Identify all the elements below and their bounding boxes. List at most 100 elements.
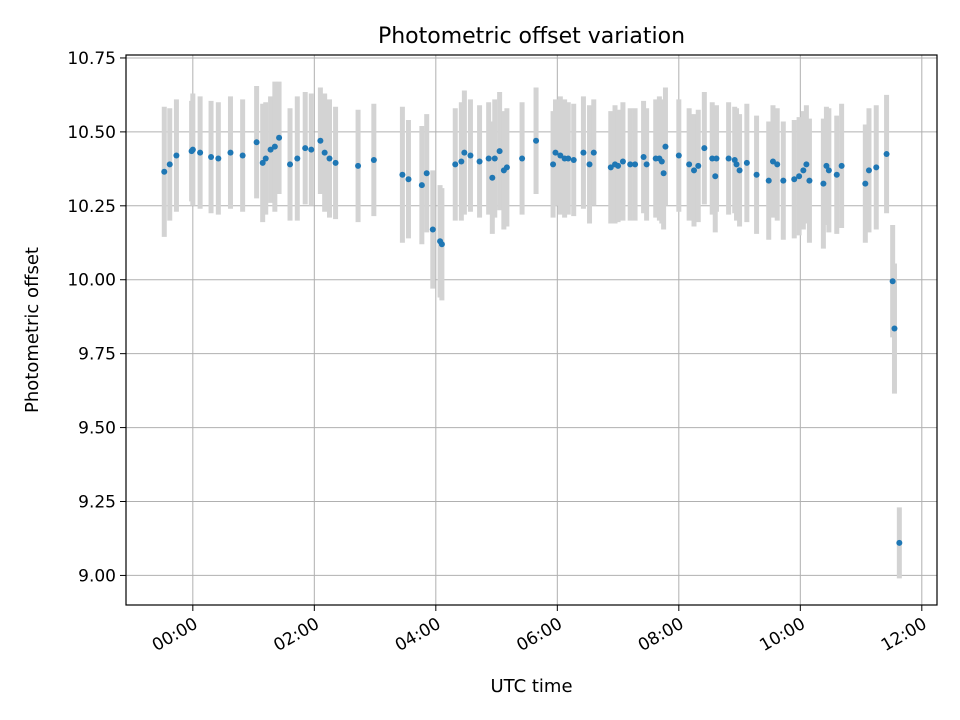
data-point bbox=[429, 226, 436, 233]
data-point bbox=[640, 154, 647, 161]
data-point bbox=[189, 146, 196, 153]
data-point bbox=[262, 155, 269, 162]
data-point bbox=[399, 171, 406, 178]
y-tick-label: 9.50 bbox=[78, 419, 116, 439]
data-point bbox=[765, 177, 772, 184]
data-point bbox=[503, 164, 510, 171]
data-point bbox=[302, 145, 309, 152]
data-points bbox=[161, 134, 903, 546]
data-point bbox=[619, 158, 626, 165]
data-point bbox=[458, 158, 465, 165]
data-point bbox=[570, 156, 577, 163]
data-point bbox=[820, 180, 827, 187]
data-point bbox=[769, 158, 776, 165]
data-point bbox=[662, 143, 669, 150]
data-point bbox=[565, 155, 572, 162]
data-point bbox=[467, 152, 474, 159]
data-point bbox=[519, 155, 526, 162]
data-point bbox=[686, 161, 693, 168]
data-point bbox=[332, 159, 339, 166]
data-point bbox=[780, 177, 787, 184]
data-point bbox=[267, 146, 274, 153]
data-point bbox=[438, 241, 445, 248]
data-point bbox=[733, 161, 740, 168]
data-point bbox=[287, 161, 294, 168]
data-point bbox=[615, 162, 622, 169]
data-point bbox=[896, 539, 903, 546]
data-point bbox=[891, 325, 898, 332]
data-point bbox=[239, 152, 246, 159]
data-point bbox=[496, 148, 503, 155]
data-point bbox=[418, 182, 425, 189]
data-point bbox=[533, 137, 540, 144]
data-point bbox=[489, 174, 496, 181]
data-point bbox=[461, 149, 468, 156]
data-point bbox=[712, 173, 719, 180]
y-axis-ticks: 9.00 9.25 9.50 9.75 10.00 10.25 10.50 10.75 bbox=[67, 49, 126, 586]
data-point bbox=[423, 170, 430, 177]
data-point bbox=[271, 143, 278, 150]
y-tick-label: 10.75 bbox=[67, 49, 116, 69]
data-point bbox=[806, 177, 813, 184]
data-point bbox=[405, 176, 412, 183]
data-point bbox=[725, 155, 732, 162]
data-point bbox=[161, 168, 168, 175]
data-point bbox=[294, 155, 301, 162]
y-tick-label: 9.75 bbox=[78, 345, 116, 365]
data-point bbox=[838, 162, 845, 169]
data-point bbox=[276, 134, 283, 141]
data-point bbox=[607, 164, 614, 171]
y-tick-label: 9.00 bbox=[78, 566, 116, 586]
data-point bbox=[308, 146, 315, 153]
data-point bbox=[803, 161, 810, 168]
y-tick-label: 9.25 bbox=[78, 493, 116, 513]
data-point bbox=[259, 159, 266, 166]
data-point bbox=[753, 171, 760, 178]
data-point bbox=[586, 161, 593, 168]
y-tick-label: 10.25 bbox=[67, 197, 116, 217]
y-axis-label: Photometric offset bbox=[22, 247, 43, 413]
data-point bbox=[695, 162, 702, 169]
data-point bbox=[774, 161, 781, 168]
data-point bbox=[253, 139, 260, 146]
data-point bbox=[355, 162, 362, 169]
data-point bbox=[643, 161, 650, 168]
data-point bbox=[658, 158, 665, 165]
data-point bbox=[709, 155, 716, 162]
data-point bbox=[321, 149, 328, 156]
data-point bbox=[627, 161, 634, 168]
data-point bbox=[865, 167, 872, 174]
data-point bbox=[326, 155, 333, 162]
data-point bbox=[713, 155, 720, 162]
data-point bbox=[660, 170, 667, 177]
data-point bbox=[796, 173, 803, 180]
data-point bbox=[800, 167, 807, 174]
data-point bbox=[825, 167, 832, 174]
data-point bbox=[691, 167, 698, 174]
data-point bbox=[491, 155, 498, 162]
data-point bbox=[743, 159, 750, 166]
data-point bbox=[632, 161, 639, 168]
data-point bbox=[485, 155, 492, 162]
data-point bbox=[590, 149, 597, 156]
data-point bbox=[833, 171, 840, 178]
data-point bbox=[452, 161, 459, 168]
plot-frame bbox=[125, 54, 938, 606]
data-point bbox=[317, 137, 324, 144]
data-point bbox=[476, 158, 483, 165]
data-point bbox=[883, 151, 890, 158]
data-point bbox=[889, 278, 896, 285]
data-point bbox=[197, 149, 204, 156]
data-point bbox=[736, 167, 743, 174]
data-point bbox=[791, 176, 798, 183]
data-point bbox=[208, 154, 215, 161]
data-point bbox=[215, 155, 222, 162]
data-point bbox=[580, 149, 587, 156]
data-point bbox=[701, 145, 708, 152]
data-point bbox=[370, 156, 377, 163]
data-point bbox=[862, 180, 869, 187]
data-point bbox=[173, 152, 180, 159]
data-point bbox=[550, 161, 557, 168]
data-point bbox=[873, 164, 880, 171]
